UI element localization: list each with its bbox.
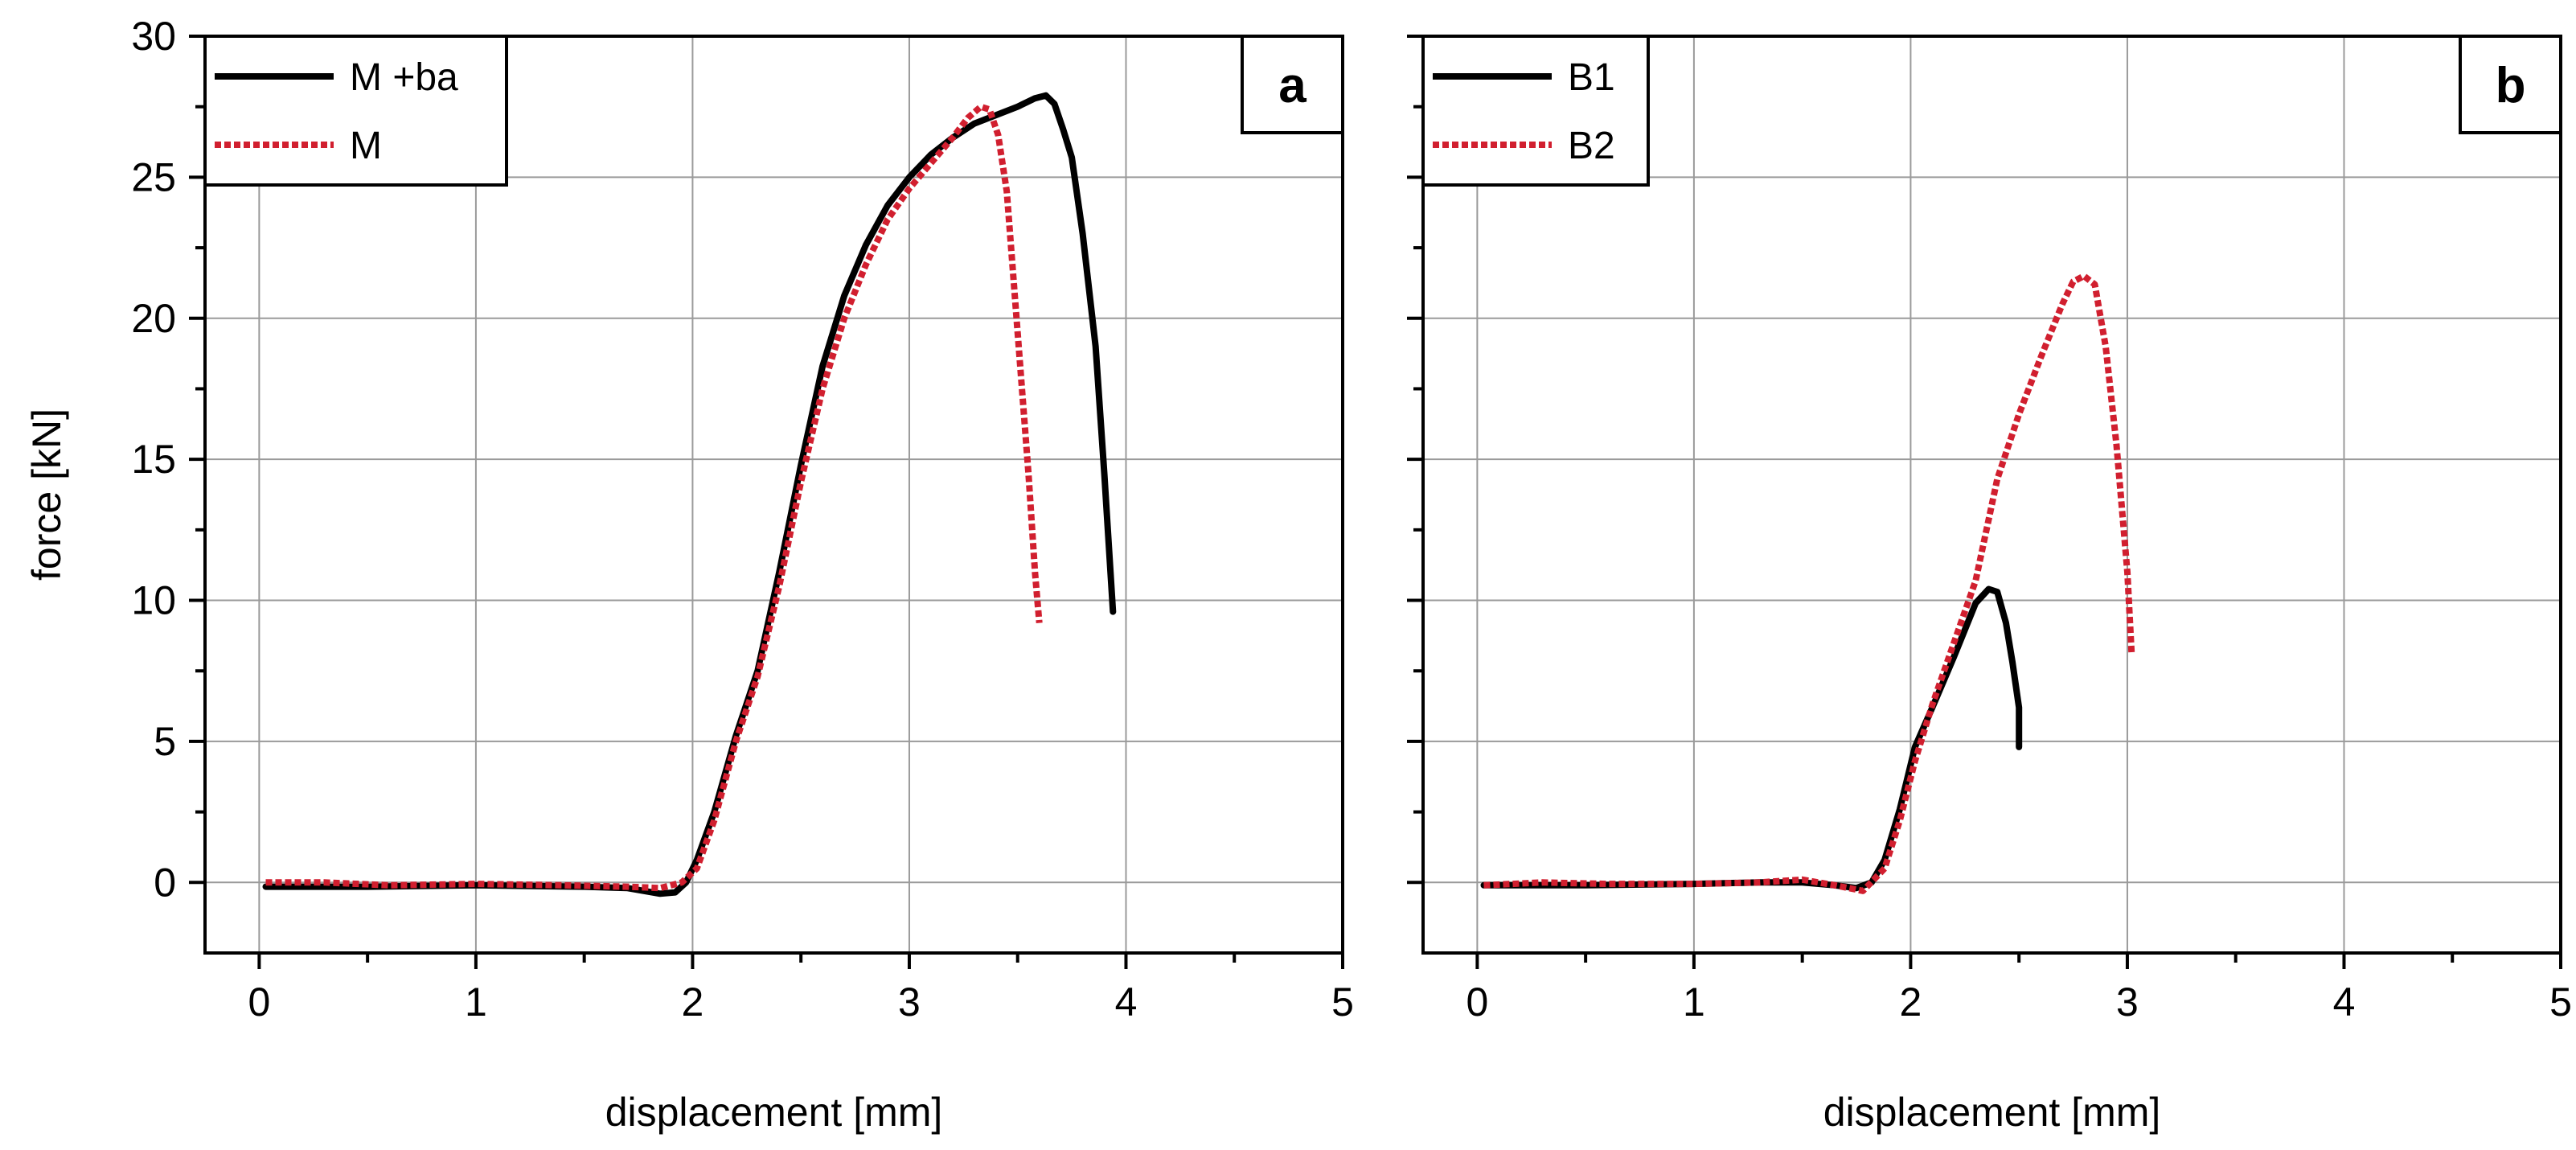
x-tick-label: 2 [682,980,704,1025]
x-tick-label: 5 [2549,980,2572,1025]
y-tick-label: 10 [131,578,176,623]
x-tick-label: 4 [1115,980,1138,1025]
x-axis-title: displacement [mm] [1823,1090,2161,1135]
x-tick-label: 0 [248,980,270,1025]
y-tick-label: 25 [131,154,176,199]
legend: M +ba M [203,35,508,187]
legend-label: M +ba [350,56,458,99]
panel-label: b [2496,58,2526,113]
x-tick-label: 2 [1900,980,1922,1025]
x-tick-label: 5 [1331,980,1354,1025]
y-tick-label: 15 [131,437,176,482]
y-tick-label: 30 [131,14,176,59]
legend-box [1421,35,1650,187]
x-axis-title: displacement [mm] [605,1090,943,1135]
x-tick-label: 3 [898,980,921,1025]
plot-frame [1421,35,2562,955]
chart-panel-a: 0 1 2 3 4 5 0 5 10 15 20 25 30 displacement [mm] force… [24,14,1354,1135]
legend: B1 B2 [1421,35,1650,187]
legend-label: B1 [1568,56,1615,99]
panel-label-box [1241,35,1344,134]
panel-label: a [1278,58,1306,113]
x-tick-label: 3 [2116,980,2139,1025]
series-line-m-ba [262,92,1117,897]
chart-panel-b: 0 1 2 3 4 5 displacement [mm] B1 B2 b [1407,35,2572,1135]
series-line-m [265,103,1043,892]
legend-label: M [350,125,382,167]
legend-box [203,35,508,187]
series-line-b2 [1483,273,2135,894]
y-tick-label: 20 [131,296,176,341]
x-tick-label: 4 [2333,980,2356,1025]
plot-frame [203,35,1344,955]
y-tick-label: 5 [154,719,176,764]
x-tick-label: 1 [1683,980,1705,1025]
y-axis-title: force [kN] [24,409,69,581]
x-tick-label: 1 [465,980,487,1025]
y-tick-label: 0 [154,860,176,905]
series-line-b1 [1480,585,2023,892]
x-tick-label: 0 [1466,980,1488,1025]
legend-label: B2 [1568,125,1615,167]
panel-label-box [2459,35,2562,134]
